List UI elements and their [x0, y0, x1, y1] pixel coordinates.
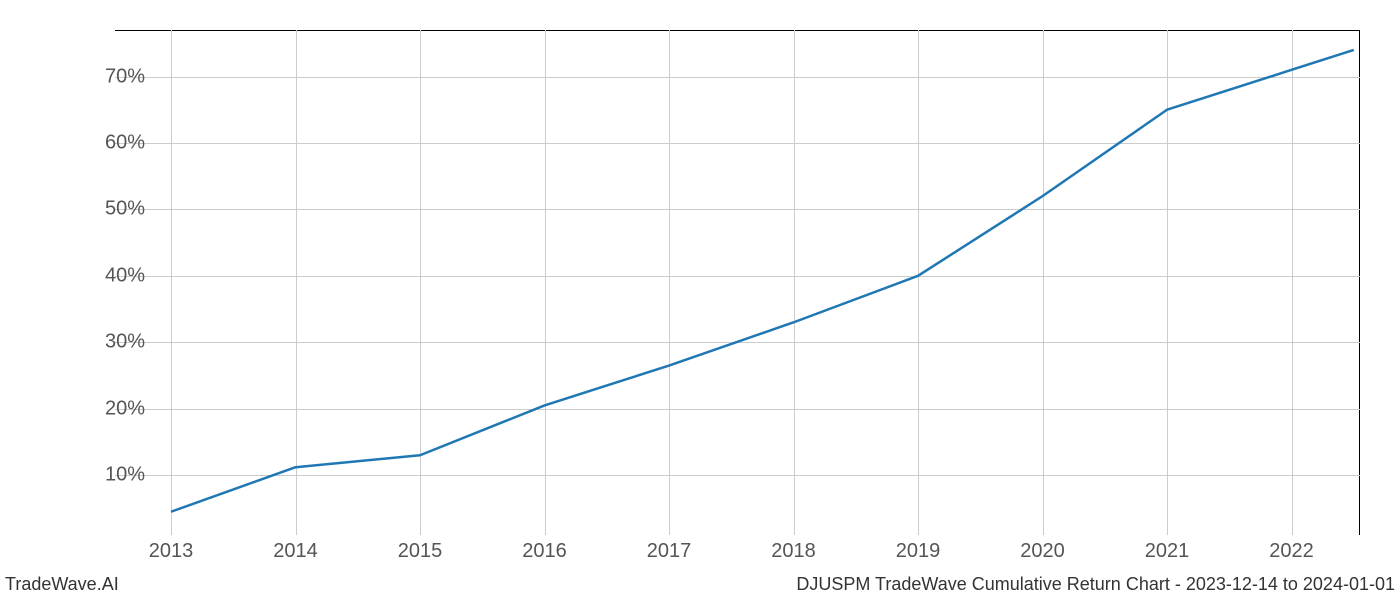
- x-tick-label: 2014: [273, 540, 318, 563]
- x-tick-label: 2013: [149, 540, 194, 563]
- y-tick-label: 60%: [65, 131, 145, 154]
- x-tick-label: 2020: [1020, 540, 1065, 563]
- y-tick-label: 70%: [65, 65, 145, 88]
- y-tick-label: 20%: [65, 397, 145, 420]
- x-tick-label: 2019: [896, 540, 941, 563]
- line-series: [115, 30, 1360, 535]
- x-tick-label: 2018: [771, 540, 816, 563]
- y-tick-label: 50%: [65, 198, 145, 221]
- x-tick-label: 2021: [1145, 540, 1190, 563]
- y-tick-label: 30%: [65, 331, 145, 354]
- x-tick-label: 2016: [522, 540, 567, 563]
- x-tick-label: 2015: [398, 540, 443, 563]
- x-tick-label: 2017: [647, 540, 692, 563]
- footer-caption: DJUSPM TradeWave Cumulative Return Chart…: [796, 574, 1395, 595]
- chart-plot-area: [115, 30, 1360, 535]
- x-tick-label: 2022: [1269, 540, 1314, 563]
- series-line-cumulative-return: [171, 50, 1354, 512]
- y-tick-label: 40%: [65, 264, 145, 287]
- y-tick-label: 10%: [65, 464, 145, 487]
- footer-brand: TradeWave.AI: [5, 574, 119, 595]
